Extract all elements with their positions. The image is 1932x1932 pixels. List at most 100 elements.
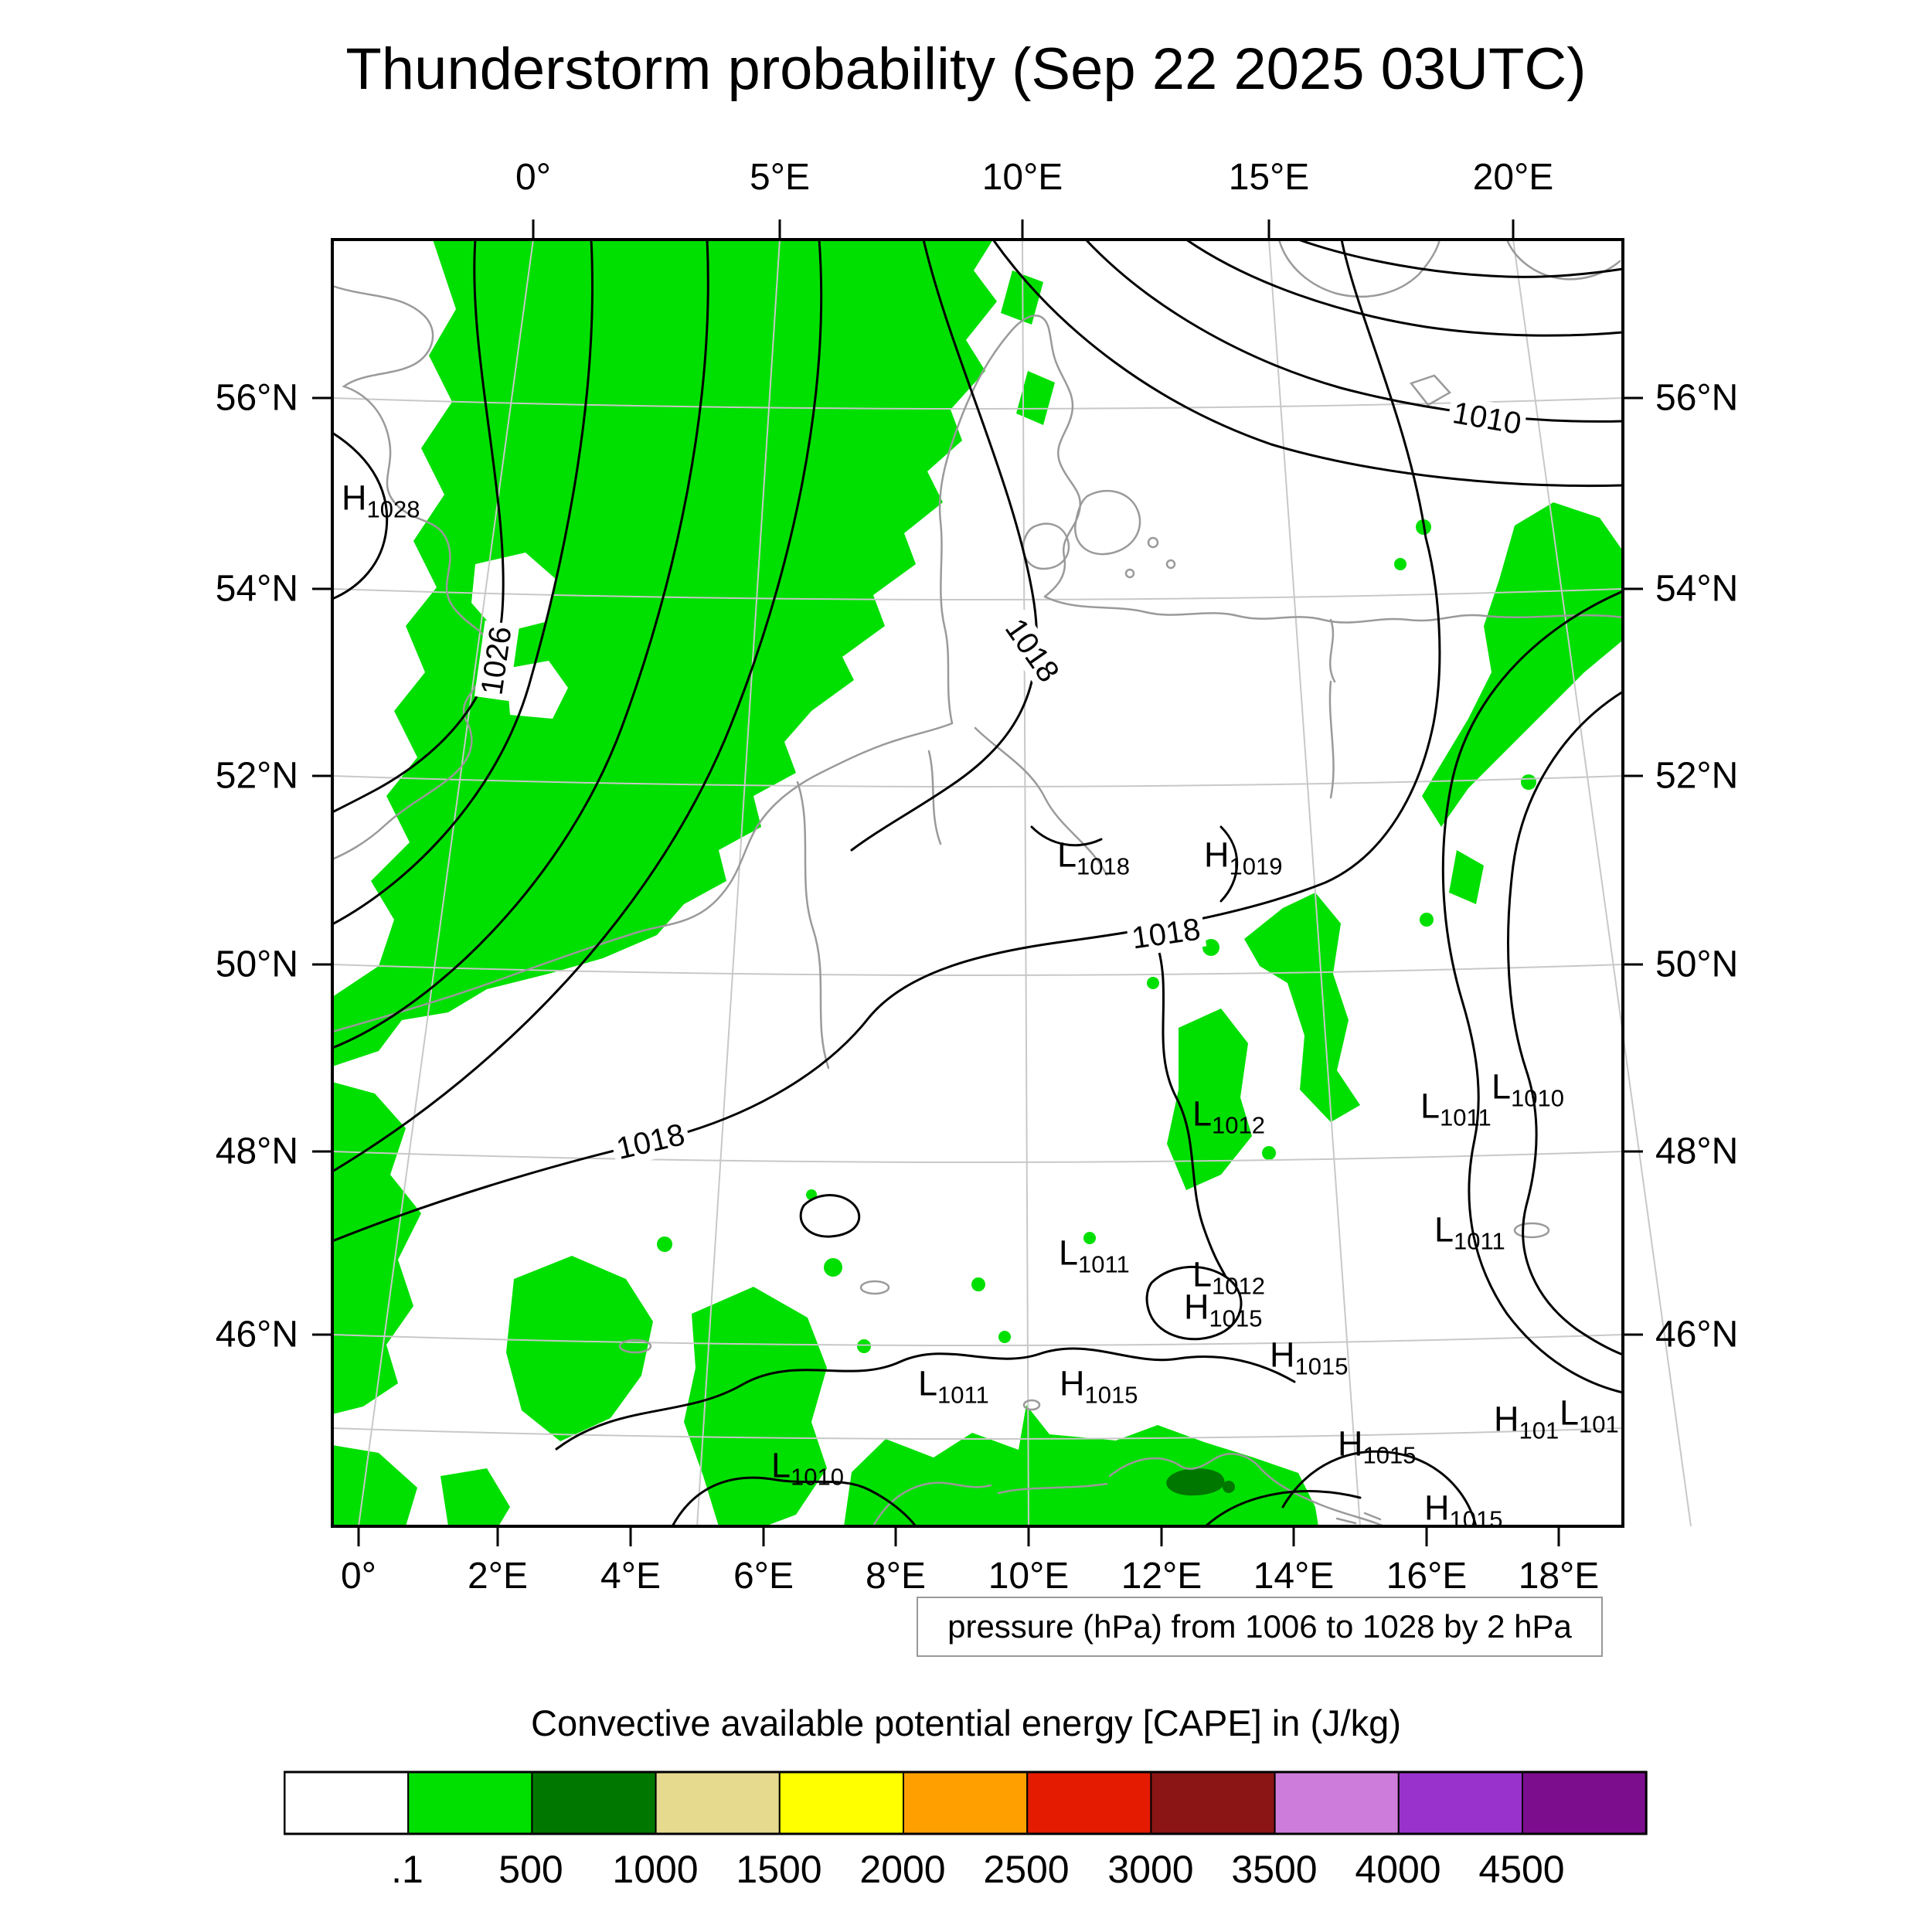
lon-tick-bottom: 10°E (988, 1556, 1070, 1597)
colorbar-cell (903, 1771, 1029, 1835)
lat-tick-left: 56°N (215, 377, 298, 419)
colorbar-tick-label: 4000 (1355, 1848, 1441, 1891)
cape-hole (506, 661, 568, 719)
colorbar-cell (1150, 1771, 1276, 1835)
lon-tick-bottom: 16°E (1386, 1556, 1468, 1597)
lon-tick-top: 0° (515, 157, 551, 198)
coastline-lagoon (1328, 618, 1336, 683)
legend-title: Convective available potential energy [C… (531, 1702, 1401, 1743)
isobar-1010 (1084, 238, 1624, 423)
pressure-note: pressure (hPa) from 1006 to 1028 by 2 hP… (917, 1597, 1603, 1657)
cape-region (1244, 893, 1360, 1122)
map-frame (331, 238, 1624, 1528)
colorbar-cell (1026, 1771, 1152, 1835)
isobar-right (1506, 690, 1624, 1356)
colorbar-cell (284, 1771, 410, 1835)
cape-hole (471, 553, 556, 634)
cape-holes (471, 553, 568, 719)
cape-region (971, 1277, 985, 1291)
coastline-uk (331, 284, 489, 861)
lake (1513, 1222, 1550, 1239)
coastline-sweden (1505, 238, 1621, 281)
cape-region (684, 1287, 827, 1526)
cape-region (506, 1256, 653, 1441)
isobar-ridge (1219, 825, 1239, 903)
cape-region (1147, 977, 1159, 989)
cape-region (844, 1405, 1318, 1526)
colorbar-tick-label: 1500 (736, 1848, 822, 1891)
lon-tick-bottom: 14°E (1253, 1556, 1335, 1597)
coastline-islands (1335, 1512, 1382, 1525)
lon-tick-bottom: 6°E (733, 1556, 794, 1597)
cape-dark-region (1166, 1468, 1235, 1496)
cape-region (1521, 774, 1536, 790)
isobar-south (555, 1347, 1296, 1451)
colorbar-tick-label: 2500 (983, 1848, 1070, 1891)
isobar (1297, 238, 1624, 278)
colorbar-tick-label: 4500 (1478, 1848, 1565, 1891)
colorbar-cell (1274, 1771, 1400, 1835)
lon-tick-bottom: 2°E (468, 1556, 528, 1597)
parallel-line (332, 1427, 1624, 1440)
parallel-line (332, 1151, 1624, 1163)
cape-dark-core (1223, 1481, 1235, 1493)
isobar (992, 238, 1624, 488)
river-oder (1328, 680, 1335, 799)
parallel-line (332, 1334, 1624, 1346)
coastline-island (1124, 568, 1135, 579)
parallel-line (332, 775, 1624, 787)
coastline-island (1147, 536, 1159, 549)
lat-tick-left: 54°N (215, 568, 298, 610)
coastline-island (1022, 522, 1070, 570)
cape-region (1016, 371, 1055, 425)
map-frame-ticks (312, 219, 1643, 1546)
cape-region (1262, 1146, 1276, 1160)
colorbar-tick-label: 3500 (1231, 1848, 1318, 1891)
cape-region (1420, 913, 1434, 927)
meridian-line (696, 239, 781, 1527)
lon-tick-bottom: 4°E (600, 1556, 661, 1597)
isobar-trough (1030, 825, 1103, 847)
cape-region (440, 1468, 510, 1526)
isobar (1185, 238, 1624, 337)
coastline-island (1165, 559, 1176, 570)
colorbar-cell (1522, 1771, 1648, 1835)
meridian-line (1512, 239, 1692, 1527)
colorbar-tick-label: 2000 (859, 1848, 946, 1891)
parallel-line (332, 588, 1624, 600)
colorbar-tick-label: 500 (498, 1848, 563, 1891)
coastline-channel-lowcountries (331, 722, 954, 1033)
colorbar (284, 1770, 1648, 1835)
cape-region (998, 1331, 1011, 1343)
meridian-line (358, 239, 534, 1527)
colorbar-cell (1397, 1771, 1524, 1835)
page-title: Thunderstorm probability (Sep 22 2025 03… (345, 36, 1587, 102)
lon-tick-top: 5°E (750, 157, 810, 198)
cape-region (332, 1445, 417, 1526)
isobar-1024 (331, 238, 594, 926)
cape-region (1167, 1009, 1252, 1190)
lat-tick-left: 52°N (215, 755, 298, 797)
lat-tick-right: 46°N (1655, 1314, 1739, 1355)
lake (618, 1338, 652, 1354)
isobar-trough (1154, 937, 1227, 1278)
lat-tick-left: 46°N (215, 1314, 298, 1355)
weather-map (312, 219, 1692, 1546)
colorbar-frame (284, 1770, 1648, 1835)
cape-dark-core (1166, 1468, 1225, 1496)
lon-tick-top: 10°E (981, 157, 1063, 198)
cape-region (332, 1082, 421, 1414)
lat-tick-right: 52°N (1655, 755, 1739, 797)
colorbar-cell (655, 1771, 781, 1835)
cape-region (824, 1258, 842, 1277)
coastline-bornholm (1409, 374, 1451, 406)
lon-tick-bottom: 0° (341, 1556, 376, 1597)
lat-tick-right: 56°N (1655, 377, 1739, 419)
river-rhine (796, 781, 830, 1070)
lon-tick-bottom: 8°E (866, 1556, 926, 1597)
lon-tick-top: 20°E (1472, 157, 1554, 198)
coastline-baltic (1043, 595, 1624, 624)
cape-region (857, 1339, 871, 1353)
map-area: 1026 1018 1018 1018 1010 H1028 L1018 H10… (216, 157, 1739, 1597)
